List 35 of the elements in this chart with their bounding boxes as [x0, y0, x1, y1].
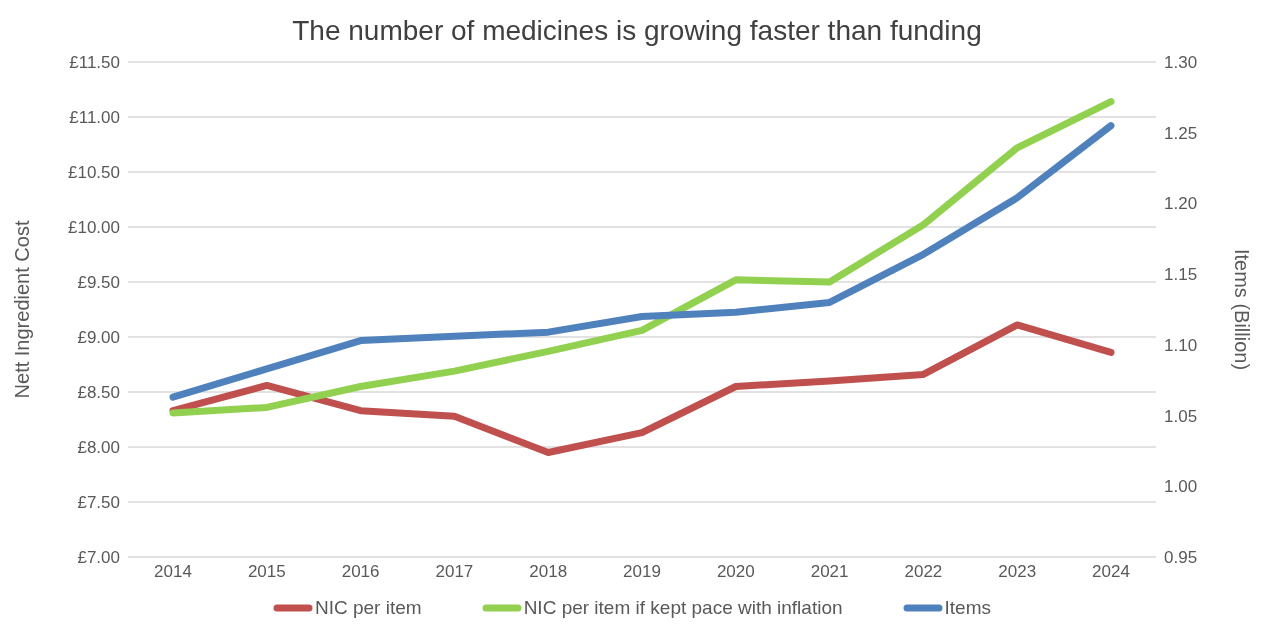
- x-tick-label: 2024: [1092, 562, 1130, 582]
- x-tick-label: 2022: [904, 562, 943, 582]
- x-tick-label: 2017: [435, 562, 474, 582]
- y-tick-label: £9.00: [77, 328, 120, 348]
- y-axis-title: Nett Ingredient Cost: [11, 220, 34, 399]
- x-tick-label: 2020: [716, 562, 755, 582]
- x-tick-label: 2015: [247, 562, 286, 582]
- y-tick-label: £11.00: [69, 108, 120, 128]
- x-tick-label: 2014: [154, 562, 192, 582]
- y-tick-label: £11.50: [69, 53, 120, 73]
- x-tick-label: 2018: [529, 562, 568, 582]
- y-tick-label: £8.00: [77, 438, 120, 458]
- y-tick-label: £10.00: [68, 218, 120, 238]
- y2-tick-label: 1.00: [1164, 477, 1198, 497]
- y2-axis-title: Items (Billion): [1230, 248, 1253, 371]
- y2-tick-label: 1.15: [1164, 265, 1198, 285]
- legend-label: Items: [943, 597, 991, 619]
- y2-tick-label: 1.05: [1164, 406, 1198, 426]
- y-tick-label: £8.50: [77, 383, 120, 403]
- legend-label: NIC per item: [314, 597, 422, 619]
- x-tick-label: 2019: [623, 562, 661, 582]
- y-tick-label: £9.50: [77, 273, 120, 293]
- x-tick-label: 2021: [810, 562, 849, 582]
- chart-title: The number of medicines is growing faster than funding: [291, 14, 983, 48]
- x-tick-label: 2023: [998, 562, 1037, 582]
- y-tick-label: £7.50: [77, 493, 120, 513]
- y-tick-label: £10.50: [68, 163, 120, 183]
- y2-tick-label: 1.10: [1164, 335, 1198, 355]
- y2-tick-label: 1.25: [1164, 123, 1198, 143]
- x-tick-label: 2016: [341, 562, 380, 582]
- y-tick-label: £7.00: [77, 548, 120, 568]
- legend-label: NIC per item if kept pace with inflation: [522, 597, 843, 619]
- y2-tick-label: 0.95: [1164, 548, 1198, 568]
- y2-tick-label: 1.30: [1164, 53, 1198, 73]
- y2-tick-label: 1.20: [1164, 194, 1198, 214]
